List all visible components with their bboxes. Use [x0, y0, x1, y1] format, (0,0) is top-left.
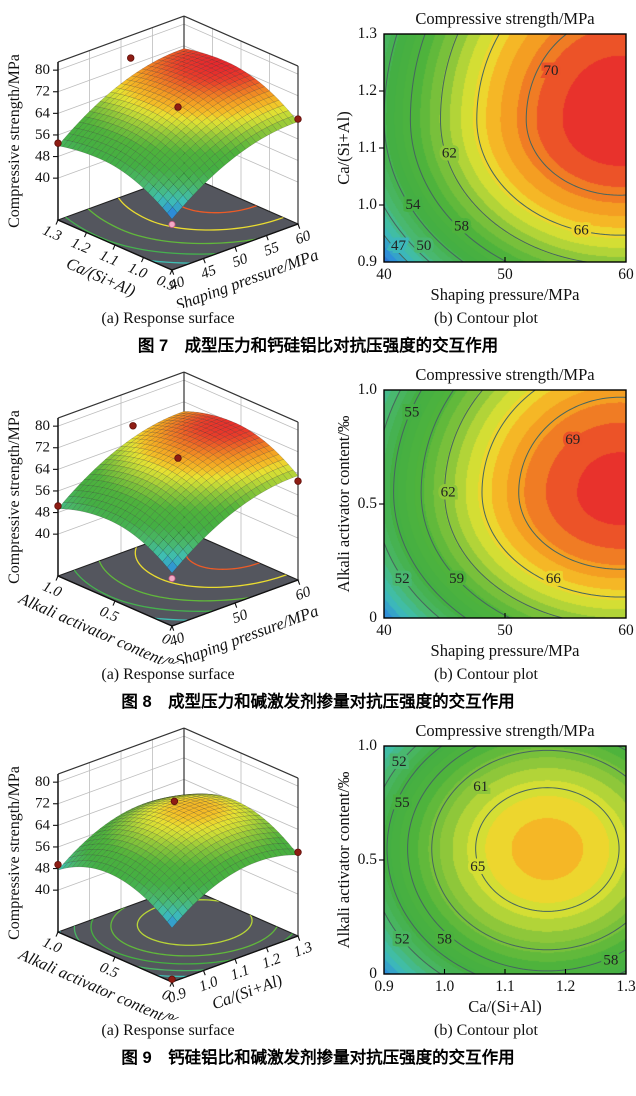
figure-7-panels [0, 8, 636, 308]
fig8-response-surface-panel [0, 364, 336, 664]
fig9-caption-zh: 图 9 钙硅铝比和碱激发剂掺量对抗压强度的交互作用 [121, 1049, 515, 1067]
fig7-contour-plot-chart [336, 8, 636, 308]
fig7-caption-a: (a) Response surface [101, 310, 235, 327]
fig9-caption-b: (b) Contour plot [434, 1022, 538, 1039]
fig7-caption-zh: 图 7 成型压力和钙硅铝比对抗压强度的交互作用 [137, 337, 499, 355]
fig8-caption-zh: 图 8 成型压力和碱激发剂掺量对抗压强度的交互作用 [121, 693, 515, 711]
fig8-contour-plot-chart [336, 364, 636, 664]
figure-9: (a) Response surface (b) Contour plot 图 … [0, 720, 636, 1068]
fig7-contour-plot-panel [336, 8, 636, 308]
figure-8-panels [0, 364, 636, 664]
fig7-response-surface-panel [0, 8, 336, 308]
fig9-contour-plot-chart [336, 720, 636, 1020]
fig8-caption-b: (b) Contour plot [434, 666, 538, 683]
fig8-response-surface-chart [0, 364, 336, 664]
fig9-caption-a: (a) Response surface [101, 1022, 235, 1039]
figure-7: (a) Response surface (b) Contour plot 图 … [0, 8, 636, 356]
fig8-contour-plot-panel [336, 364, 636, 664]
fig9-subcaptions: (a) Response surface (b) Contour plot [0, 1022, 636, 1040]
figure-8: (a) Response surface (b) Contour plot 图 … [0, 364, 636, 712]
fig9-contour-plot-panel [336, 720, 636, 1020]
fig7-subcaptions: (a) Response surface (b) Contour plot [0, 310, 636, 328]
fig9-response-surface-panel [0, 720, 336, 1020]
fig7-response-surface-chart [0, 8, 336, 308]
fig7-caption-b: (b) Contour plot [434, 310, 538, 327]
fig8-subcaptions: (a) Response surface (b) Contour plot [0, 666, 636, 684]
figure-9-panels [0, 720, 636, 1020]
fig9-response-surface-chart [0, 720, 336, 1020]
fig8-caption-a: (a) Response surface [101, 666, 235, 683]
